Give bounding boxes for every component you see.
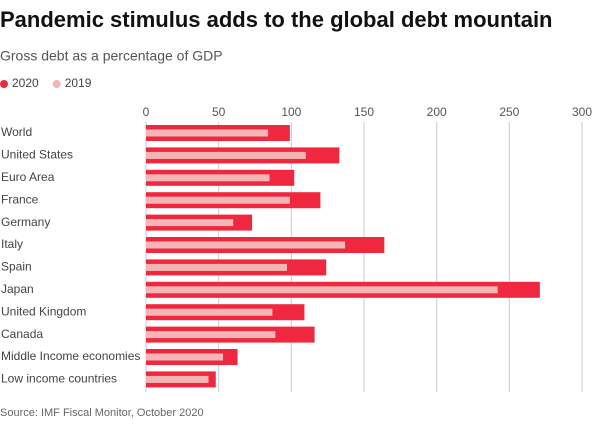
x-tick-label: 300: [572, 105, 592, 119]
bar: [146, 331, 276, 339]
y-tick-label: United States: [1, 148, 73, 162]
y-tick-label: Middle Income economies: [1, 349, 140, 363]
y-tick-label: Japan: [1, 282, 34, 296]
y-tick-label: France: [1, 192, 39, 206]
chart-subtitle: Gross debt as a percentage of GDP: [0, 48, 223, 64]
y-tick-label: Canada: [1, 327, 43, 341]
x-tick-label: 150: [354, 105, 374, 119]
bar: [146, 375, 209, 383]
source-note: Source: IMF Fiscal Monitor, October 2020: [0, 407, 204, 419]
y-tick-label: Spain: [1, 260, 32, 274]
legend-label: 2020: [12, 76, 39, 90]
x-tick-label: 50: [212, 105, 226, 119]
bar: [146, 308, 273, 316]
bar: [146, 174, 270, 182]
bar: [146, 151, 306, 159]
bar: [146, 219, 234, 227]
y-tick-label: Italy: [1, 237, 23, 251]
bar: [146, 129, 269, 137]
y-tick-label: Euro Area: [1, 170, 55, 184]
x-tick-label: 0: [143, 105, 150, 119]
bar: [146, 196, 290, 204]
x-tick-label: 100: [281, 105, 301, 119]
bar: [146, 263, 287, 271]
chart-title: Pandemic stimulus adds to the global deb…: [0, 7, 553, 32]
legend-label: 2019: [65, 76, 92, 90]
y-tick-label: United Kingdom: [1, 304, 86, 318]
bar: [146, 353, 224, 361]
y-tick-label: World: [1, 125, 32, 139]
y-tick-label: Low income countries: [1, 372, 117, 386]
legend-swatch: [52, 80, 61, 88]
bar: [146, 286, 498, 294]
y-tick-label: Germany: [1, 215, 50, 229]
x-tick-label: 250: [499, 105, 519, 119]
legend-swatch: [0, 80, 8, 88]
bar: [146, 241, 346, 249]
x-tick-label: 200: [427, 105, 447, 119]
